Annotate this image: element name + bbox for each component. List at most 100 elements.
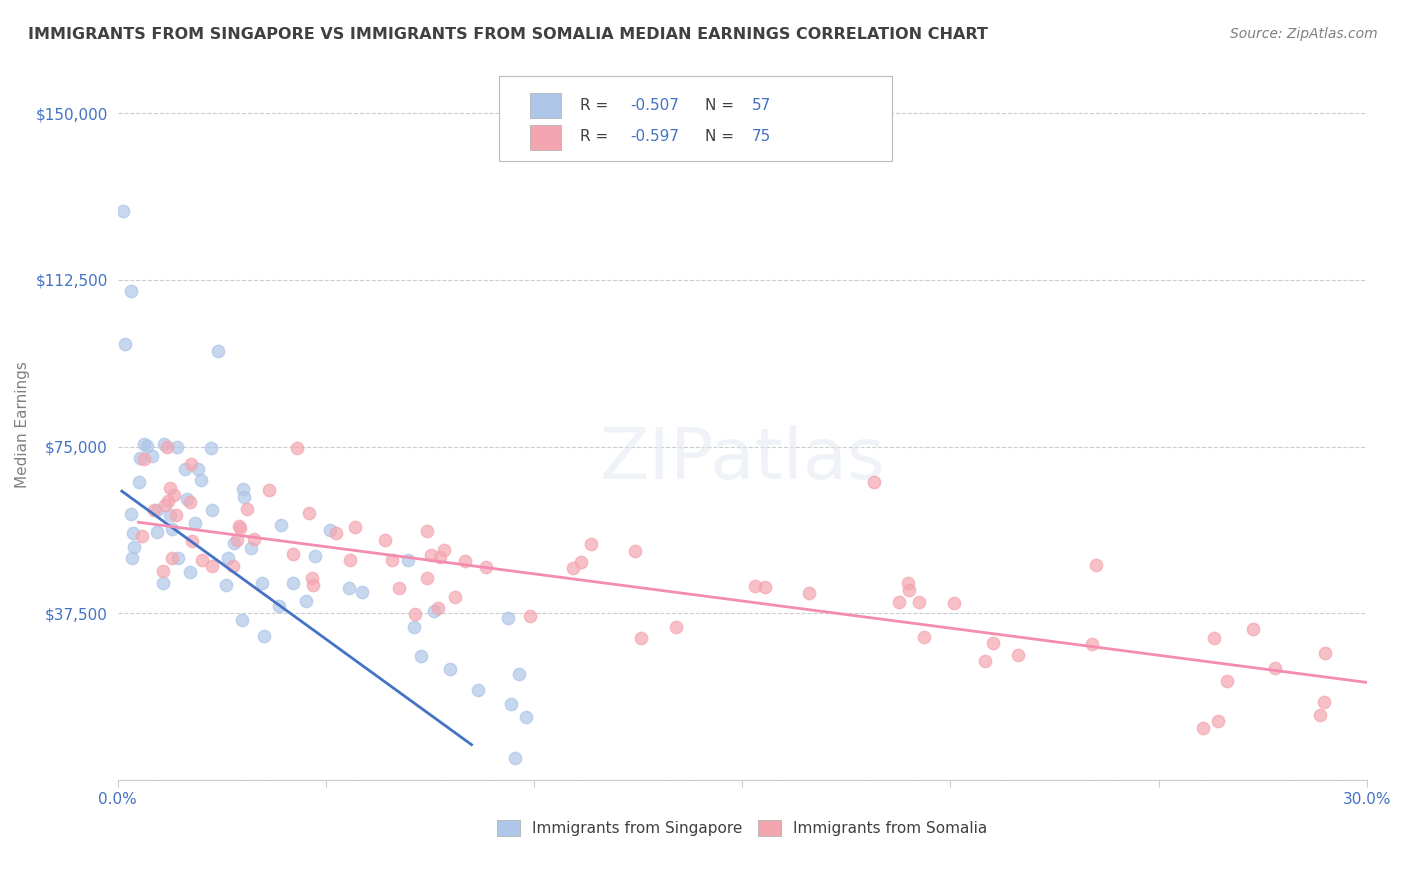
Point bbox=[179, 495, 201, 509]
Point bbox=[1206, 714, 1229, 728]
Point bbox=[863, 475, 886, 490]
Point bbox=[1313, 695, 1336, 709]
Point bbox=[304, 549, 326, 564]
Point bbox=[120, 507, 142, 521]
Point bbox=[344, 520, 367, 534]
Point bbox=[159, 508, 181, 523]
Point bbox=[623, 544, 645, 558]
Point bbox=[131, 529, 153, 543]
Point bbox=[191, 553, 214, 567]
Point bbox=[120, 284, 142, 298]
Point bbox=[166, 440, 188, 454]
Point bbox=[297, 507, 319, 521]
Point bbox=[222, 559, 245, 574]
Point bbox=[180, 457, 202, 471]
Point bbox=[496, 611, 519, 625]
Point bbox=[156, 440, 179, 454]
Point bbox=[519, 608, 541, 623]
Point bbox=[179, 565, 201, 579]
Point bbox=[250, 576, 273, 591]
Point bbox=[215, 578, 238, 592]
Point bbox=[744, 578, 766, 592]
Point bbox=[232, 483, 254, 497]
Point bbox=[222, 536, 245, 550]
Point bbox=[167, 551, 190, 566]
Point bbox=[467, 682, 489, 697]
Point bbox=[153, 498, 176, 512]
Point bbox=[283, 547, 305, 561]
FancyBboxPatch shape bbox=[530, 125, 561, 150]
Point bbox=[181, 533, 204, 548]
Point bbox=[132, 452, 155, 467]
Point bbox=[515, 710, 537, 724]
Point bbox=[257, 483, 280, 497]
Point bbox=[396, 552, 419, 566]
Point bbox=[453, 554, 475, 568]
Point bbox=[174, 462, 197, 476]
Point bbox=[381, 553, 404, 567]
Point bbox=[416, 524, 439, 539]
Text: Source: ZipAtlas.com: Source: ZipAtlas.com bbox=[1230, 27, 1378, 41]
Text: N =: N = bbox=[704, 98, 738, 113]
Point bbox=[228, 521, 250, 535]
Point bbox=[225, 533, 247, 548]
Point bbox=[754, 580, 776, 594]
Point bbox=[475, 560, 498, 574]
Point bbox=[433, 543, 456, 558]
Point bbox=[422, 604, 444, 618]
Point bbox=[889, 595, 911, 609]
Point bbox=[153, 437, 176, 451]
Point bbox=[912, 630, 935, 644]
Point bbox=[201, 558, 224, 573]
Point bbox=[325, 526, 347, 541]
Legend: Immigrants from Singapore, Immigrants from Somalia: Immigrants from Singapore, Immigrants fr… bbox=[489, 813, 995, 844]
Point bbox=[253, 629, 276, 643]
Point bbox=[136, 439, 159, 453]
FancyBboxPatch shape bbox=[530, 94, 561, 119]
Point bbox=[374, 533, 396, 547]
Point bbox=[1309, 707, 1331, 722]
Point bbox=[908, 595, 931, 609]
Point bbox=[797, 585, 820, 599]
Point bbox=[267, 599, 290, 613]
Point bbox=[301, 571, 323, 585]
Point bbox=[232, 490, 254, 504]
Point bbox=[1202, 632, 1225, 646]
Point bbox=[159, 481, 181, 495]
Point bbox=[1313, 646, 1336, 660]
Point bbox=[200, 441, 222, 455]
Text: R =: R = bbox=[579, 129, 613, 145]
Text: ZIPatlas: ZIPatlas bbox=[599, 425, 884, 494]
Point bbox=[404, 607, 426, 622]
Point bbox=[439, 662, 461, 676]
Point bbox=[146, 524, 169, 539]
Point bbox=[561, 561, 583, 575]
Point bbox=[665, 620, 688, 634]
Text: -0.597: -0.597 bbox=[630, 129, 679, 145]
FancyBboxPatch shape bbox=[499, 76, 891, 161]
Point bbox=[897, 576, 920, 591]
Point bbox=[404, 620, 426, 634]
Point bbox=[416, 571, 439, 585]
Text: IMMIGRANTS FROM SINGAPORE VS IMMIGRANTS FROM SOMALIA MEDIAN EARNINGS CORRELATION: IMMIGRANTS FROM SINGAPORE VS IMMIGRANTS … bbox=[28, 27, 988, 42]
Point bbox=[217, 550, 239, 565]
Point bbox=[162, 488, 184, 502]
Point bbox=[352, 584, 374, 599]
Point bbox=[943, 595, 966, 609]
Point bbox=[409, 649, 432, 664]
Text: N =: N = bbox=[704, 129, 738, 145]
Point bbox=[145, 502, 167, 516]
Point bbox=[981, 636, 1004, 650]
Point bbox=[201, 503, 224, 517]
Point bbox=[1264, 661, 1286, 675]
Point bbox=[187, 461, 209, 475]
Point bbox=[160, 551, 183, 566]
Point bbox=[132, 437, 155, 451]
Point bbox=[339, 553, 361, 567]
Point bbox=[165, 508, 187, 522]
Point bbox=[183, 516, 205, 530]
Point bbox=[569, 555, 592, 569]
Point bbox=[141, 449, 163, 463]
Point bbox=[157, 493, 180, 508]
Point bbox=[1215, 674, 1237, 689]
